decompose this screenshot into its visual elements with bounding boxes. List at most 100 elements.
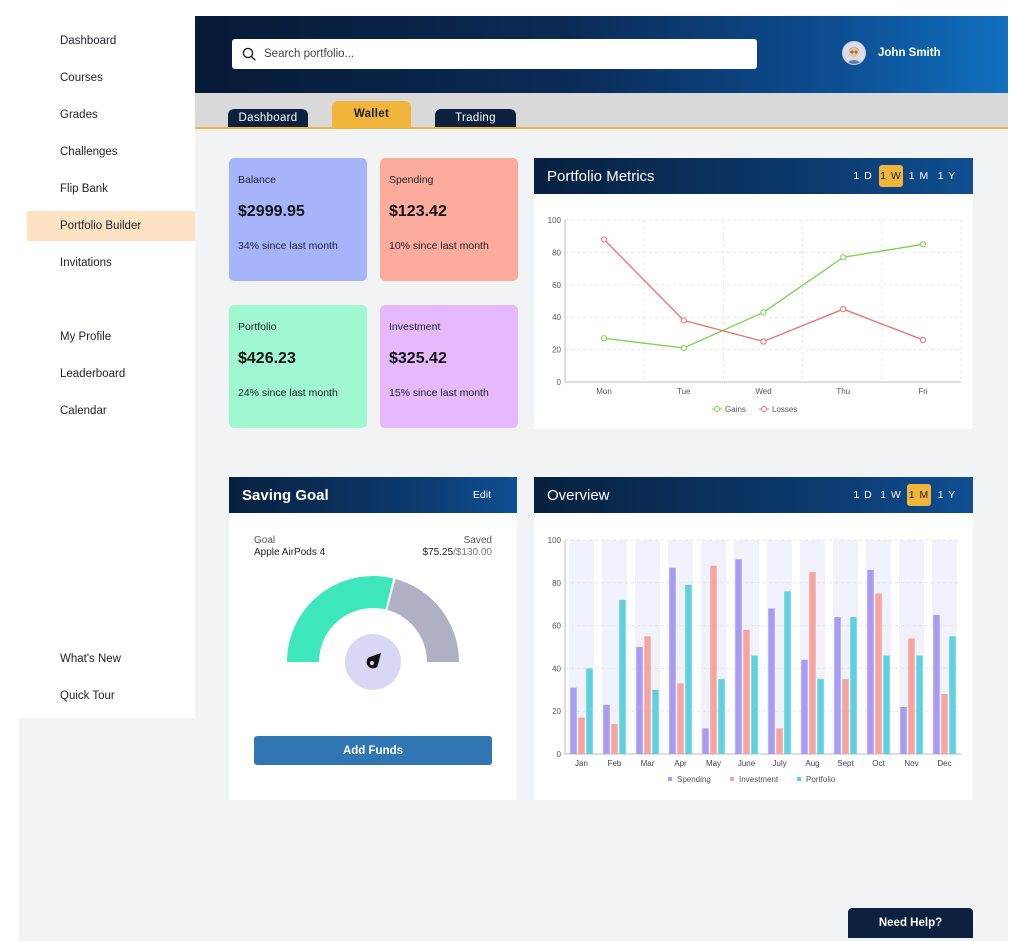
x-tick-label: Dec [937, 759, 951, 768]
range-1m[interactable]: 1 M [907, 484, 931, 506]
add-funds-button[interactable]: Add Funds [254, 736, 492, 765]
bar-investment [710, 565, 717, 754]
bar-spending [735, 559, 742, 754]
gauge-progress-arc [287, 576, 394, 662]
card-label: Balance [238, 174, 276, 186]
bar-spending [570, 687, 577, 754]
sidebar-item-portfolio-builder[interactable]: Portfolio Builder [27, 211, 195, 241]
x-tick-label: Thu [836, 387, 850, 396]
sidebar-item-grades[interactable]: Grades [27, 100, 195, 130]
series-line-losses [603, 238, 924, 343]
sidebar-item-leaderboard[interactable]: Leaderboard [27, 359, 195, 389]
bar-portfolio [685, 584, 692, 754]
data-point-losses [840, 306, 847, 313]
legend-item-losses: Losses [759, 405, 797, 414]
y-tick-label: 80 [552, 579, 561, 588]
legend-marker [761, 406, 767, 412]
saved-amount: $75.25 [422, 547, 454, 558]
bar-portfolio [883, 655, 890, 754]
bar-investment [809, 572, 816, 754]
bar-portfolio [817, 679, 824, 754]
bar-investment [908, 638, 915, 754]
panel-title: Portfolio Metrics [547, 167, 655, 185]
tab-bar: Dashboard Wallet Trading [195, 93, 1008, 129]
y-tick-label: 100 [548, 536, 562, 545]
top-header: John Smith [195, 16, 1008, 93]
sidebar-item-invitations[interactable]: Invitations [27, 248, 195, 278]
sidebar-item-label: Dashboard [60, 35, 117, 47]
tab-label: Wallet [353, 108, 390, 120]
legend-label: Gains [725, 405, 746, 414]
gauge-remaining-arc [387, 579, 459, 662]
sidebar-item-label: Calendar [60, 405, 107, 417]
legend-label: Spending [677, 775, 711, 784]
balance-card: Balance $2999.95 34% since last month [229, 158, 367, 281]
search-input[interactable] [264, 48, 744, 60]
legend-label: Portfolio [806, 775, 836, 784]
x-tick-label: Aug [805, 759, 819, 768]
user-name: John Smith [878, 47, 941, 59]
range-1d[interactable]: 1 D [853, 489, 873, 501]
pointer-icon [366, 653, 381, 669]
search-bar[interactable] [232, 39, 757, 69]
portfolio-card: Portfolio $426.23 24% since last month [229, 305, 367, 428]
range-1y[interactable]: 1 Y [937, 489, 957, 501]
range-1w[interactable]: 1 W [880, 489, 902, 501]
user-menu[interactable]: John Smith [842, 41, 941, 65]
saving-goal-panel: Saving Goal Edit Goal Apple AirPods 4 Sa… [229, 477, 517, 800]
x-tick-label: Jan [575, 759, 588, 768]
card-delta: 10% since last month [389, 240, 489, 252]
bar-spending [834, 617, 841, 754]
legend-swatch [797, 777, 801, 781]
search-icon [242, 47, 256, 61]
overview-panel: Overview 1 D 1 W 1 M 1 Y 0 20 40 60 80 100 Jan… [534, 477, 973, 800]
range-1m[interactable]: 1 M [908, 170, 930, 182]
tab-label: Dashboard [238, 112, 298, 124]
sidebar-item-courses[interactable]: Courses [27, 63, 195, 93]
bar-spending [933, 614, 940, 754]
bar-investment [776, 728, 783, 754]
y-tick-label: 0 [557, 378, 562, 387]
range-1w[interactable]: 1 W [879, 165, 903, 187]
y-tick-label: 20 [552, 707, 561, 716]
y-tick-label: 20 [552, 346, 561, 355]
sidebar-item-quick-tour[interactable]: Quick Tour [27, 681, 195, 711]
range-1d[interactable]: 1 D [853, 170, 873, 182]
panel-header: Portfolio Metrics 1 D 1 W 1 M 1 Y [534, 158, 973, 194]
avatar[interactable] [842, 41, 866, 65]
x-tick-label: Mon [596, 387, 612, 396]
x-tick-label: Fri [918, 387, 928, 396]
y-tick-label: 60 [552, 622, 561, 631]
tab-label: Trading [455, 112, 496, 124]
sidebar-item-dashboard[interactable]: Dashboard [27, 26, 195, 56]
sidebar-item-label: What's New [60, 653, 121, 665]
sidebar-item-label: Flip Bank [60, 183, 108, 195]
sidebar-item-calendar[interactable]: Calendar [27, 396, 195, 426]
y-tick-label: 40 [552, 664, 561, 673]
sidebar-item-challenges[interactable]: Challenges [27, 137, 195, 167]
sidebar-item-label: Challenges [60, 146, 118, 158]
tab-trading[interactable]: Trading [435, 109, 516, 127]
tab-dashboard[interactable]: Dashboard [228, 109, 308, 127]
bar-portfolio [652, 689, 659, 754]
data-point-gains [919, 241, 927, 248]
edit-button[interactable]: Edit [472, 489, 491, 501]
bar-spending [768, 608, 775, 754]
y-tick-label: 0 [557, 750, 562, 759]
bar-spending [900, 706, 907, 754]
range-1y[interactable]: 1 Y [937, 170, 957, 182]
saved-block: Saved $75.25/$130.00 [422, 535, 492, 558]
x-tick-label: June [738, 759, 756, 768]
x-tick-label: Tue [677, 387, 691, 396]
sidebar: Dashboard Courses Grades Challenges Flip… [19, 16, 195, 718]
need-help-button[interactable]: Need Help? [848, 908, 973, 938]
sidebar-item-label: Invitations [60, 257, 112, 269]
user-avatar-icon [843, 42, 865, 64]
sidebar-item-whats-new[interactable]: What's New [27, 644, 195, 674]
bar-portfolio [916, 655, 923, 754]
y-tick-label: 40 [552, 313, 561, 322]
tab-wallet[interactable]: Wallet [332, 101, 411, 127]
sidebar-item-my-profile[interactable]: My Profile [27, 322, 195, 352]
card-delta: 15% since last month [389, 387, 489, 399]
sidebar-item-flip-bank[interactable]: Flip Bank [27, 174, 195, 204]
